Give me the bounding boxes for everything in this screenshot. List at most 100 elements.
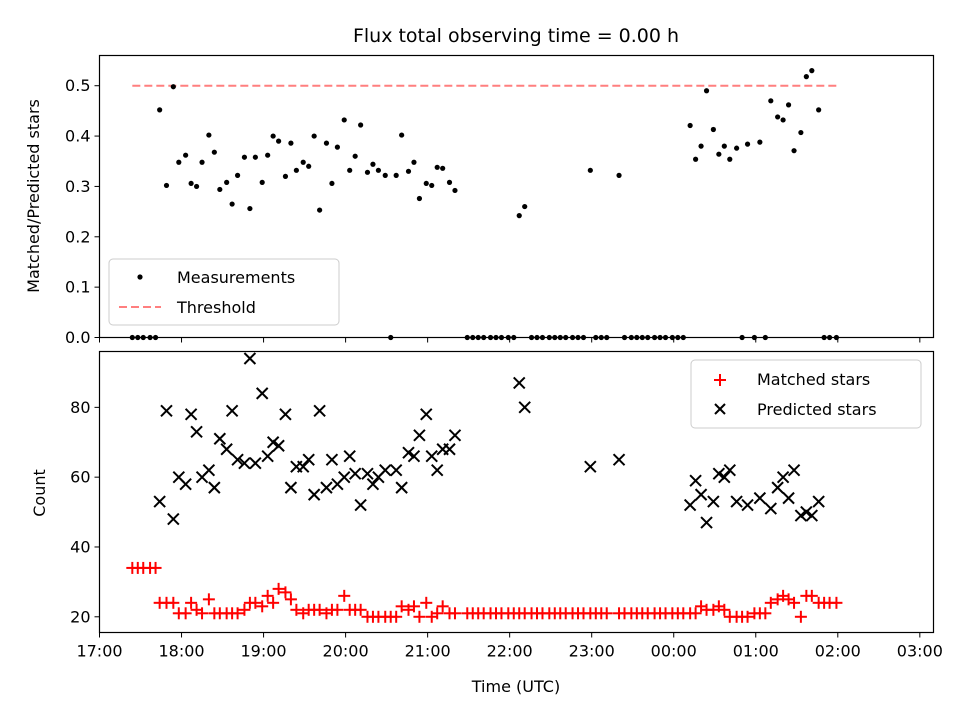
measurement-point: [816, 107, 822, 113]
top-y-tick-label: 0.0: [65, 328, 90, 347]
predicted-star-point: [213, 432, 227, 445]
matched-star-point: [354, 603, 367, 616]
predicted-star-point: [366, 477, 380, 491]
measurement-point: [206, 132, 212, 138]
predicted-star-point: [782, 491, 795, 505]
measurement-point: [803, 74, 809, 80]
predicted-star-point: [430, 463, 444, 477]
top-y-tick-label: 0.3: [65, 177, 90, 196]
matched-star-point: [313, 603, 326, 616]
measurement-point: [775, 114, 781, 120]
predicted-star-point: [812, 495, 825, 508]
predicted-star-point: [167, 512, 180, 526]
predicted-star-point: [794, 509, 808, 522]
predicted-star-point: [379, 463, 392, 477]
predicted-star-point: [179, 477, 192, 491]
predicted-star-point: [689, 474, 702, 487]
matched-star-point: [290, 603, 303, 616]
predicted-star-point: [753, 491, 767, 505]
matched-star-point: [420, 596, 433, 609]
measurement-point: [323, 140, 330, 146]
measurement-point: [399, 132, 405, 138]
measurement-point: [405, 168, 412, 174]
matched-star-point: [448, 607, 461, 620]
measurement-point: [687, 122, 693, 129]
matched-star-point: [741, 610, 754, 623]
predicted-star-point: [279, 408, 292, 421]
predicted-star-point: [153, 495, 166, 508]
bottom-plot-area: [126, 352, 843, 623]
bottom-legend-box: [690, 359, 922, 429]
predicted-star-point: [402, 446, 415, 459]
x-tick-label: 22:00: [487, 642, 533, 661]
measurement-point: [247, 205, 253, 212]
top-legend-box: [108, 258, 340, 326]
measurement-point: [516, 213, 522, 219]
measurement-point: [364, 169, 371, 175]
matched-star-point: [759, 607, 772, 620]
matched-star-point: [436, 600, 449, 613]
measurement-point: [698, 143, 704, 149]
predicted-star-point: [776, 470, 790, 484]
measurement-point: [809, 68, 815, 74]
legend-threshold-label: Threshold: [176, 298, 256, 317]
matched-star-point: [788, 596, 801, 609]
legend-predicted-label: Predicted stars: [757, 400, 877, 419]
predicted-star-point: [313, 404, 326, 418]
matched-star-point: [238, 603, 251, 616]
bottom-y-tick-label: 80: [70, 398, 90, 417]
bottom-axes-frame: [98, 350, 935, 634]
matched-star-point: [764, 596, 777, 609]
measurement-point: [270, 133, 276, 139]
matched-star-point: [149, 561, 162, 574]
measurement-point: [393, 172, 399, 178]
predicted-star-point: [307, 488, 321, 501]
predicted-star-point: [718, 470, 731, 484]
measurement-point: [252, 154, 258, 160]
matched-star-point: [390, 610, 403, 623]
x-tick-label: 18:00: [158, 642, 204, 661]
predicted-star-point: [202, 463, 216, 477]
measurement-point: [757, 139, 763, 145]
predicted-star-point: [723, 463, 736, 477]
measurement-point: [259, 179, 265, 185]
measurement-point: [727, 156, 733, 162]
measurement-point: [347, 167, 353, 173]
matched-star-point: [830, 596, 843, 609]
predicted-star-point: [389, 463, 403, 477]
matched-star-point: [279, 586, 292, 599]
measurement-point: [703, 88, 710, 94]
predicted-star-point: [184, 408, 198, 421]
matched-star-point: [395, 600, 408, 613]
measurement-point: [798, 129, 804, 136]
measurement-point: [183, 152, 189, 158]
measurement-point: [317, 207, 323, 213]
predicted-star-point: [302, 453, 315, 466]
predicted-star-point: [208, 481, 221, 494]
x-tick-label: 03:00: [897, 642, 943, 661]
matched-star-point: [689, 607, 702, 620]
measurement-point: [721, 143, 727, 149]
predicted-star-point: [443, 443, 456, 456]
x-tick-label: 23:00: [569, 642, 615, 661]
predicted-star-point: [238, 456, 251, 470]
matched-star-point: [167, 596, 180, 609]
predicted-star-point: [190, 425, 203, 438]
x-tick-label: 20:00: [323, 642, 369, 661]
predicted-star-point: [361, 467, 374, 480]
predicted-star-point: [513, 376, 526, 390]
x-tick-label: 00:00: [651, 642, 697, 661]
matched-star-point: [267, 596, 280, 609]
predicted-star-point: [225, 404, 239, 418]
measurement-point: [768, 98, 774, 104]
bottom-panel: Count Time (UTC): [30, 350, 935, 696]
matched-star-point: [600, 607, 613, 620]
predicted-star-point: [320, 481, 333, 494]
measurement-point: [311, 133, 317, 139]
bottom-legend: Matched stars Predicted stars: [690, 359, 922, 429]
x-tick-label: 21:00: [405, 642, 451, 661]
measurement-point: [375, 167, 382, 173]
predicted-star-point: [243, 352, 257, 365]
predicted-star-point: [800, 505, 813, 519]
